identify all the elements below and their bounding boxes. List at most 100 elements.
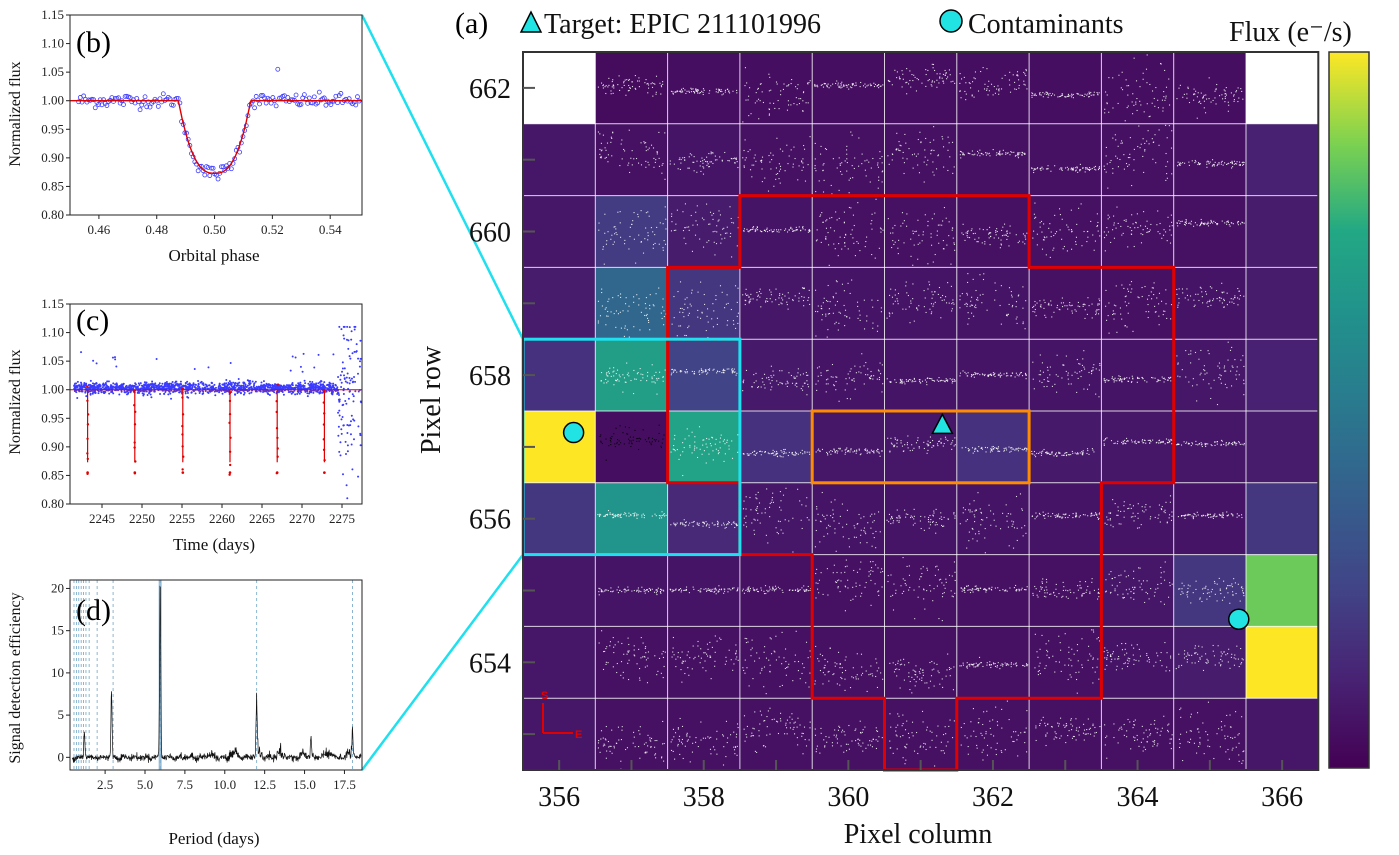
pixel-lightcurve-point bbox=[669, 163, 671, 165]
pixel-lightcurve-point bbox=[1200, 287, 1202, 289]
pixel-lightcurve-point bbox=[985, 154, 987, 156]
pixel-lightcurve-point bbox=[723, 369, 725, 371]
pixel-lightcurve-point bbox=[613, 85, 615, 87]
pixel-lightcurve-point bbox=[737, 287, 739, 289]
pixel-lightcurve-point bbox=[1152, 158, 1154, 160]
pixel-lightcurve-point bbox=[1094, 168, 1096, 170]
pixel-lightcurve-point bbox=[736, 89, 738, 91]
panel-c-transit-point bbox=[133, 446, 136, 449]
pixel-lightcurve-point bbox=[771, 231, 773, 233]
pixel-lightcurve-point bbox=[930, 377, 932, 380]
pixel-lightcurve-point bbox=[1154, 105, 1156, 107]
pixel-lightcurve-point bbox=[1107, 315, 1109, 317]
pixel-lightcurve-point bbox=[1206, 161, 1208, 163]
pixel-lightcurve-point bbox=[1233, 163, 1235, 165]
pixel-lightcurve-point bbox=[823, 179, 825, 181]
pixel-lightcurve-point bbox=[809, 303, 811, 305]
panel-c-point bbox=[353, 419, 356, 422]
pixel-lightcurve-point bbox=[697, 92, 699, 94]
pixel-lightcurve-point bbox=[964, 239, 966, 241]
panel-c-point bbox=[111, 390, 114, 393]
pixel-lightcurve-point bbox=[824, 83, 827, 85]
pixel-lightcurve-point bbox=[1025, 300, 1027, 302]
pixel-lightcurve-point bbox=[913, 377, 915, 379]
pixel-lightcurve-point bbox=[864, 169, 866, 171]
panel-c-transit-point bbox=[86, 457, 90, 461]
pixel-lightcurve-point bbox=[607, 161, 609, 163]
pixel-lightcurve-point bbox=[629, 226, 631, 228]
pixel-lightcurve-point bbox=[942, 380, 944, 382]
pixel-lightcurve-point bbox=[938, 376, 940, 379]
panel-b-xtick-label: 0.50 bbox=[203, 222, 226, 237]
pixel-cell bbox=[812, 339, 885, 411]
pixel-lightcurve-point bbox=[658, 157, 660, 159]
pixel-lightcurve-point bbox=[1076, 92, 1078, 95]
pixel-lightcurve-point bbox=[599, 153, 601, 155]
pixel-lightcurve-point bbox=[1106, 94, 1108, 96]
pixel-lightcurve-point bbox=[1146, 82, 1148, 84]
pixel-lightcurve-point bbox=[925, 85, 927, 87]
pixel-lightcurve-point bbox=[1035, 94, 1037, 97]
panel-c-point bbox=[158, 382, 161, 385]
pixel-lightcurve-point bbox=[1073, 167, 1075, 169]
pixel-lightcurve-point bbox=[1059, 168, 1061, 170]
pixel-lightcurve-point bbox=[1108, 332, 1110, 334]
panel-c-point bbox=[300, 391, 303, 394]
pixel-lightcurve-point bbox=[945, 217, 947, 219]
panel-c-point bbox=[238, 381, 241, 384]
pixel-lightcurve-point bbox=[974, 153, 976, 155]
pixel-lightcurve-point bbox=[1110, 241, 1112, 244]
pixel-lightcurve-point bbox=[679, 157, 681, 159]
pixel-lightcurve-point bbox=[684, 203, 687, 205]
pixel-lightcurve-point bbox=[1068, 168, 1070, 170]
pixel-lightcurve-point bbox=[1167, 377, 1170, 379]
pixel-lightcurve-point bbox=[910, 255, 912, 257]
pixel-lightcurve-point bbox=[712, 231, 714, 233]
pixel-lightcurve-point bbox=[744, 139, 746, 141]
pixel-lightcurve-point bbox=[820, 305, 822, 307]
pixel-lightcurve-point bbox=[911, 381, 913, 383]
pixel-lightcurve-point bbox=[644, 303, 646, 305]
pixel-lightcurve-point bbox=[1224, 222, 1226, 224]
pixel-lightcurve-point bbox=[771, 376, 773, 378]
pixel-lightcurve-point bbox=[807, 231, 809, 233]
panel-c-point bbox=[74, 382, 77, 385]
pixel-lightcurve-point bbox=[953, 379, 956, 381]
pixel-lightcurve-point bbox=[776, 137, 778, 139]
pixel-lightcurve-point bbox=[1114, 313, 1116, 315]
pixel-lightcurve-point bbox=[1165, 231, 1167, 233]
pixel-lightcurve-point bbox=[868, 161, 870, 163]
pixel-lightcurve-point bbox=[946, 78, 948, 80]
pixel-lightcurve-point bbox=[1012, 304, 1014, 307]
pixel-lightcurve-point bbox=[766, 377, 768, 379]
pixel-lightcurve-point bbox=[1158, 292, 1161, 294]
pixel-lightcurve-point bbox=[684, 372, 686, 374]
pixel-lightcurve-point bbox=[989, 244, 991, 246]
pixel-lightcurve-point bbox=[1054, 165, 1056, 167]
panel-c-point bbox=[155, 385, 158, 388]
pixel-lightcurve-point bbox=[786, 109, 789, 111]
pixel-lightcurve-point bbox=[1165, 152, 1167, 155]
panel-c-point bbox=[186, 380, 189, 383]
pixel-lightcurve-point bbox=[685, 92, 687, 94]
pixel-lightcurve-point bbox=[992, 94, 994, 96]
pixel-lightcurve-point bbox=[1162, 110, 1164, 112]
pixel-lightcurve-point bbox=[1023, 71, 1025, 73]
pixel-lightcurve-point bbox=[683, 237, 685, 239]
pixel-lightcurve-point bbox=[1034, 202, 1036, 204]
pixel-lightcurve-point bbox=[702, 246, 705, 248]
pixel-lightcurve-point bbox=[598, 222, 600, 224]
panel-b-frame bbox=[69, 14, 363, 216]
pixel-lightcurve-point bbox=[846, 145, 848, 147]
pixel-lightcurve-point bbox=[1054, 233, 1056, 235]
panel-c-point bbox=[263, 383, 266, 386]
pixel-lightcurve-point bbox=[795, 97, 797, 99]
pixel-lightcurve-point bbox=[951, 141, 954, 143]
pixel-cell bbox=[1173, 52, 1246, 124]
pixel-lightcurve-point bbox=[972, 233, 974, 235]
pixel-lightcurve-point bbox=[968, 317, 970, 320]
pixel-lightcurve-point bbox=[1201, 291, 1203, 293]
panel-c-point bbox=[95, 382, 98, 385]
pixel-lightcurve-point bbox=[878, 247, 880, 249]
